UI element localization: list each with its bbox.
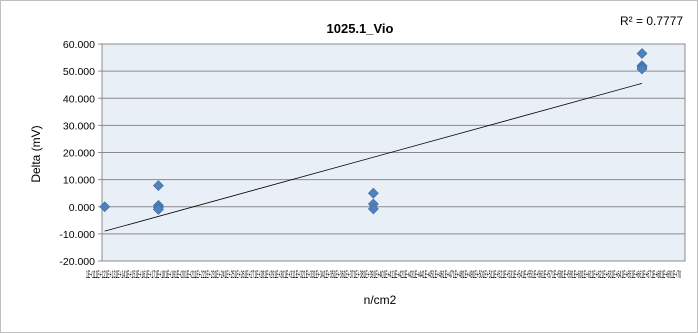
data-point [99,201,111,213]
trendline [104,82,643,232]
data-point [367,187,379,199]
y-tick-label: -10.000 [59,229,95,241]
data-point [152,180,164,192]
y-tick-label: -20.000 [59,256,95,268]
y-axis-ticks: -20.000 -10.000 0.000 10.000 20.000 30.000 40.… [59,39,102,268]
y-tick-label: 0.000 [69,202,95,214]
x-axis-label: n/cm2 [364,293,397,307]
data-point [636,48,648,59]
r-squared-label: R² = 0.7777 [620,14,683,28]
y-tick-label: 50.000 [63,66,95,78]
data-point [152,204,164,215]
trendline-layer [104,82,643,232]
y-tick-label: 60.000 [63,39,95,51]
x-tick-labels: 1E+111E+121E+131E+141E+151E+161E+171E+18… [86,269,681,281]
y-axis-label: Delta (mV) [29,125,43,182]
chart-title: 1025.1_Vio [327,21,394,36]
y-tick-label: 20.000 [63,148,95,160]
gridlines [102,43,685,262]
y-tick-label: 40.000 [63,93,95,105]
data-point [636,63,648,75]
y-tick-label: 30.000 [63,120,95,132]
data-point [367,203,379,215]
data-points [99,48,648,215]
y-tick-label: 10.000 [63,175,95,187]
